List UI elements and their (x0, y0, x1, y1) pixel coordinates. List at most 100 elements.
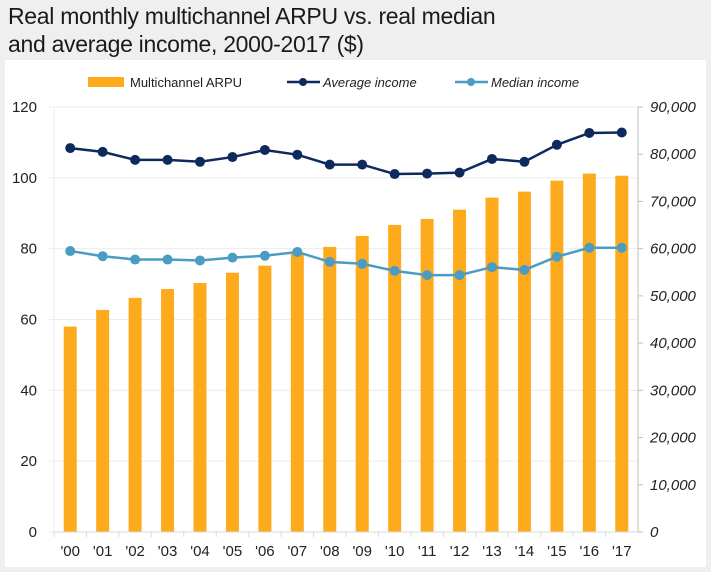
legend-label-median: Median income (491, 75, 579, 90)
bar-arpu (453, 209, 467, 533)
left-axis-tick-label: 80 (20, 241, 37, 258)
point-average-income (324, 159, 335, 170)
point-median-income (422, 270, 433, 281)
gridlines (54, 106, 638, 462)
bar-arpu (63, 326, 77, 532)
tick-labels: 0 20 40 60 80 100 120 0 10,000 20,000 30,000 40,000… (12, 99, 697, 560)
line-median-income (70, 246, 622, 277)
legend-label-average: Average income (322, 75, 417, 90)
x-axis-tick-label: '10 (385, 543, 405, 560)
legend: Multichannel ARPU Average income Median … (88, 75, 579, 90)
bar-arpu (290, 253, 304, 532)
point-median-income (227, 252, 238, 263)
left-axis-tick-label: 20 (20, 453, 37, 470)
right-axis-tick-label: 80,000 (650, 146, 697, 163)
legend-marker-median (467, 78, 475, 86)
point-median-income (324, 256, 335, 267)
x-axis-tick-label: '08 (320, 543, 340, 560)
point-average-income (454, 167, 465, 178)
title-line-1: Real monthly multichannel ARPU vs. real … (8, 3, 496, 29)
x-axis-tick-label: '12 (450, 543, 470, 560)
x-axis-tick-label: '13 (482, 543, 502, 560)
point-median-income (195, 255, 205, 266)
x-axis-tick-label: '04 (190, 543, 210, 560)
x-axis-tick-label: '06 (255, 543, 275, 560)
left-axis-tick-label: 100 (12, 170, 37, 187)
bar-series (63, 173, 629, 533)
bar-arpu (485, 197, 499, 532)
x-axis-tick-label: '14 (515, 543, 535, 560)
right-axis-tick-label: 90,000 (650, 99, 697, 116)
bar-arpu (258, 265, 272, 532)
point-average-income (130, 154, 141, 165)
line-average-income (70, 131, 622, 176)
x-axis-tick-label: '11 (418, 543, 436, 560)
point-median-income (616, 242, 627, 253)
bar-arpu (161, 289, 175, 532)
bar-arpu (582, 173, 596, 533)
point-median-income (584, 242, 595, 253)
point-median-income (65, 246, 76, 257)
point-average-income (584, 127, 595, 138)
bar-arpu (128, 297, 142, 532)
legend-label-arpu: Multichannel ARPU (130, 75, 242, 90)
point-average-income (551, 139, 562, 150)
point-average-income (487, 153, 497, 164)
left-axis-tick-label: 40 (20, 382, 37, 399)
x-axis-tick-label: '09 (352, 543, 372, 560)
right-axis-tick-label: 40,000 (650, 335, 697, 352)
right-axis-tick-label: 20,000 (649, 430, 697, 447)
bar-arpu (388, 224, 402, 532)
bar-arpu (420, 218, 434, 532)
point-average-income (259, 144, 270, 155)
point-median-income (454, 270, 465, 281)
bar-arpu (225, 272, 239, 532)
point-average-income (292, 149, 303, 160)
point-average-income (357, 159, 368, 170)
chart-title: Real monthly multichannel ARPU vs. real … (8, 2, 496, 58)
bar-arpu (193, 283, 207, 532)
point-median-income (519, 264, 530, 275)
right-axis-tick-label: 10,000 (650, 477, 697, 494)
x-axis-tick-label: '17 (612, 543, 632, 560)
point-average-income (227, 152, 238, 163)
bar-arpu (323, 246, 337, 533)
x-axis-tick-label: '16 (580, 543, 600, 560)
x-axis-tick-label: '05 (223, 543, 243, 560)
left-axis-tick-label: 60 (20, 312, 37, 329)
legend-marker-average (299, 78, 307, 86)
point-average-income (389, 169, 400, 180)
point-median-income (97, 251, 108, 262)
x-axis-tick-label: '15 (547, 543, 567, 560)
bar-arpu (96, 309, 110, 532)
point-average-income (97, 146, 108, 157)
bar-arpu (550, 180, 564, 532)
point-average-income (422, 168, 433, 179)
bar-arpu (355, 235, 369, 532)
x-axis-tick-label: '02 (125, 543, 145, 560)
left-axis-tick-label: 120 (12, 99, 37, 116)
left-axis-tick-label: 0 (29, 524, 37, 541)
point-median-income (389, 265, 400, 276)
x-axis-tick-label: '00 (60, 543, 80, 560)
point-median-income (357, 258, 368, 269)
point-average-income (616, 127, 627, 138)
right-axis-tick-label: 70,000 (650, 193, 697, 210)
bar-arpu (517, 191, 531, 533)
point-average-income (65, 143, 76, 154)
right-axis-tick-label: 0 (650, 524, 659, 541)
point-average-income (162, 154, 173, 165)
point-median-income (292, 246, 303, 257)
point-median-income (162, 254, 173, 265)
right-axis-tick-label: 60,000 (650, 241, 697, 258)
bar-arpu (615, 175, 629, 533)
point-median-income (487, 262, 497, 273)
x-axis-tick-label: '07 (288, 543, 308, 560)
axes (49, 106, 643, 537)
title-line-2: and average income, 2000-2017 ($) (8, 31, 364, 57)
point-average-income (519, 156, 530, 167)
line-series (65, 127, 627, 281)
point-median-income (551, 251, 562, 262)
x-axis-tick-label: '03 (158, 543, 178, 560)
